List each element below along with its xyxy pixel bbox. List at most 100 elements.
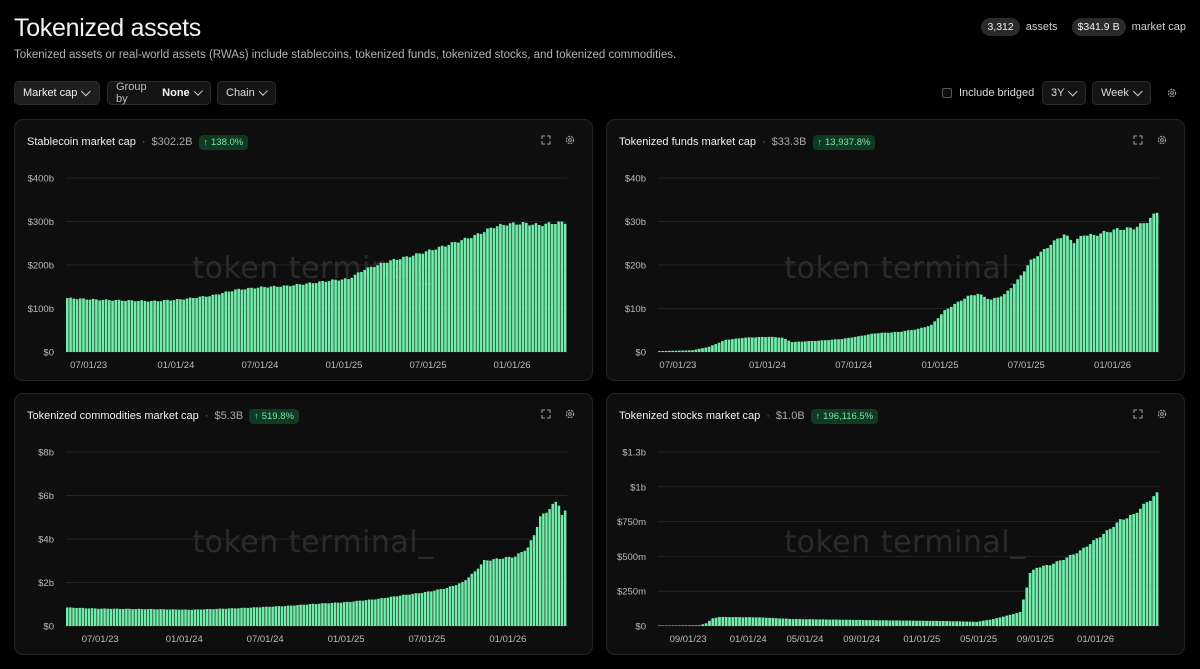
bar[interactable] <box>90 608 94 626</box>
bar[interactable] <box>1112 229 1116 352</box>
bar[interactable] <box>212 609 215 626</box>
bar[interactable] <box>520 552 523 626</box>
bar[interactable] <box>848 619 852 626</box>
bar[interactable] <box>704 347 708 352</box>
bar[interactable] <box>349 601 352 626</box>
bar[interactable] <box>738 617 741 626</box>
bar[interactable] <box>721 616 725 626</box>
bar[interactable] <box>1018 611 1022 626</box>
bar[interactable] <box>1102 533 1105 626</box>
bar[interactable] <box>545 512 548 626</box>
bar[interactable] <box>417 593 421 626</box>
bar[interactable] <box>760 336 764 352</box>
bar[interactable] <box>681 625 685 626</box>
bar[interactable] <box>182 299 185 352</box>
bar[interactable] <box>845 619 848 626</box>
bar[interactable] <box>221 293 224 352</box>
bar[interactable] <box>279 286 282 352</box>
bar[interactable] <box>330 602 334 626</box>
bar[interactable] <box>1008 614 1012 626</box>
bar[interactable] <box>528 225 531 352</box>
bar[interactable] <box>538 516 542 626</box>
bar[interactable] <box>339 602 343 626</box>
bar[interactable] <box>1155 492 1159 626</box>
bar[interactable] <box>731 617 735 626</box>
bar[interactable] <box>512 222 515 352</box>
bar[interactable] <box>871 620 875 626</box>
bar[interactable] <box>701 348 704 352</box>
bar[interactable] <box>444 246 447 352</box>
bar[interactable] <box>781 618 785 626</box>
bar[interactable] <box>921 620 925 626</box>
bar[interactable] <box>134 609 137 626</box>
bar[interactable] <box>301 284 305 352</box>
bar[interactable] <box>861 620 865 626</box>
bar[interactable] <box>671 625 675 626</box>
bar[interactable] <box>137 300 140 352</box>
bar[interactable] <box>976 293 980 352</box>
bar[interactable] <box>358 600 362 626</box>
bar[interactable] <box>360 271 363 352</box>
bar[interactable] <box>85 299 89 352</box>
bar[interactable] <box>470 573 474 626</box>
bar[interactable] <box>1095 235 1099 352</box>
bar[interactable] <box>1132 513 1136 626</box>
bar[interactable] <box>981 620 985 626</box>
bar[interactable] <box>1069 239 1073 352</box>
bar[interactable] <box>714 344 718 352</box>
bar[interactable] <box>831 619 835 626</box>
bar[interactable] <box>860 335 864 352</box>
bar[interactable] <box>758 617 761 626</box>
bar[interactable] <box>321 280 324 352</box>
bar[interactable] <box>268 606 271 626</box>
bar[interactable] <box>411 255 415 352</box>
bar[interactable] <box>162 609 165 626</box>
bar[interactable] <box>131 609 134 626</box>
bar[interactable] <box>880 332 884 352</box>
bar[interactable] <box>311 603 315 626</box>
bar[interactable] <box>851 619 855 626</box>
bar[interactable] <box>374 599 377 626</box>
bar[interactable] <box>811 619 815 626</box>
bar[interactable] <box>721 341 724 352</box>
bar[interactable] <box>891 620 895 626</box>
bar[interactable] <box>906 330 910 352</box>
bar[interactable] <box>476 568 480 626</box>
bar[interactable] <box>734 617 738 626</box>
bar[interactable] <box>184 609 187 626</box>
bar[interactable] <box>1046 248 1049 352</box>
bar[interactable] <box>1012 614 1015 626</box>
bar[interactable] <box>1115 228 1119 352</box>
bar[interactable] <box>482 559 486 626</box>
bar[interactable] <box>532 535 536 626</box>
bar[interactable] <box>106 608 109 626</box>
bar[interactable] <box>439 589 442 626</box>
bar[interactable] <box>115 608 119 626</box>
bar[interactable] <box>363 269 366 352</box>
bar[interactable] <box>1055 561 1059 626</box>
bar[interactable] <box>1028 572 1032 626</box>
bar[interactable] <box>137 608 141 626</box>
bar[interactable] <box>262 606 265 626</box>
bar[interactable] <box>473 571 477 626</box>
bar[interactable] <box>489 560 492 626</box>
bar[interactable] <box>508 223 512 352</box>
bar[interactable] <box>764 617 768 626</box>
bar[interactable] <box>81 607 85 626</box>
bar[interactable] <box>1135 226 1139 352</box>
bar[interactable] <box>677 350 681 352</box>
bar[interactable] <box>544 223 548 352</box>
bar[interactable] <box>237 608 240 626</box>
bar[interactable] <box>150 300 153 352</box>
bar[interactable] <box>1002 616 1005 626</box>
bar[interactable] <box>159 301 163 352</box>
bar[interactable] <box>1029 259 1033 352</box>
expand-icon[interactable] <box>540 134 552 146</box>
bar[interactable] <box>192 298 195 352</box>
bar[interactable] <box>408 594 411 626</box>
bar[interactable] <box>554 224 557 352</box>
bar[interactable] <box>978 621 982 626</box>
bar[interactable] <box>563 510 567 626</box>
bar[interactable] <box>694 349 698 352</box>
bar[interactable] <box>754 337 757 352</box>
